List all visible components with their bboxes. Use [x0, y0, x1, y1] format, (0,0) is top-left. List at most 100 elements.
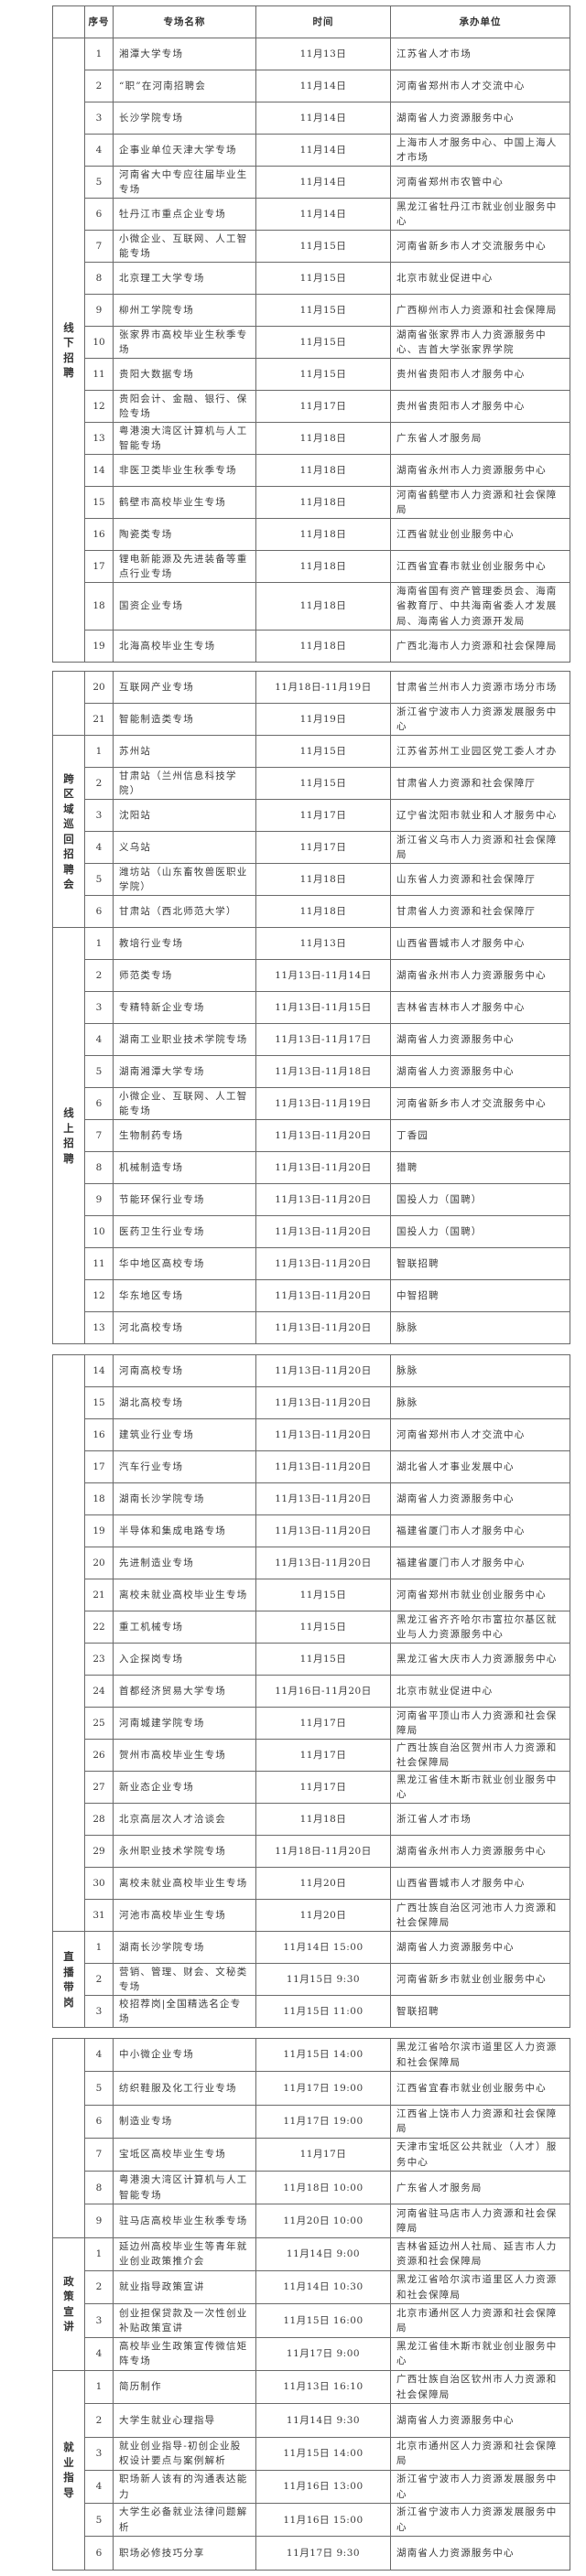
- header-time: 时间: [255, 5, 391, 38]
- row-time: 11月14日: [255, 70, 391, 102]
- row-seq: 6: [84, 1087, 114, 1120]
- row-name: 汽车行业专场: [113, 1450, 256, 1483]
- row-organizer: 山西省晋城市人才服务中心: [390, 1867, 570, 1900]
- row-time: 11月17日 9:30: [255, 2536, 391, 2571]
- row-time: 11月17日: [255, 1771, 391, 1804]
- row-name: 离校未就业高校毕业生专场: [113, 1579, 256, 1611]
- table-row: 27 新业态企业专场 11月17日 黑龙江省佳木斯市就业创业服务中心: [53, 1771, 570, 1804]
- row-name: 粤港澳大湾区计算机与人工智能专场: [113, 422, 256, 455]
- row-organizer: 贵州省贵阳市人才服务中心: [390, 358, 570, 391]
- row-seq: 22: [84, 1611, 114, 1644]
- table-row: 2 “职”在河南招聘会 11月14日 河南省郑州市人才交流中心: [53, 70, 570, 102]
- row-organizer: 江西省宜春市就业创业服务中心: [390, 550, 570, 583]
- row-time: 11月18日: [255, 454, 391, 487]
- row-time: 11月13日-11月20日: [255, 1547, 391, 1579]
- row-organizer: 北京市通州区人力资源和社会保障局: [390, 2436, 570, 2471]
- row-time: 11月14日 9:00: [255, 2236, 391, 2272]
- row-name: 甘肃站（西北师范大学）: [113, 895, 256, 928]
- row-organizer: 甘肃省人力资源和社会保障厅: [390, 895, 570, 928]
- row-seq: 24: [84, 1675, 114, 1708]
- row-seq: 18: [84, 1482, 114, 1515]
- table-row: 9 节能环保行业专场 11月13日-11月20日 国投人力（国聘）: [53, 1183, 570, 1216]
- row-organizer: 脉脉: [390, 1386, 570, 1419]
- row-name: 湖北高校专场: [113, 1386, 256, 1419]
- row-time: 11月14日 9:30: [255, 2403, 391, 2438]
- row-time: 11月18日 10:00: [255, 2171, 391, 2205]
- table-row: 28 北京高层次人才洽谈会 11月18日 浙江省人才市场: [53, 1803, 570, 1836]
- row-seq: 28: [84, 1803, 114, 1836]
- table-row: 19 半导体和集成电路专场 11月13日-11月20日 福建省厦门市人才服务中心: [53, 1514, 570, 1547]
- row-name: 甘肃站（兰州信息科技学院）: [113, 767, 256, 800]
- row-time: 11月13日-11月20日: [255, 1450, 391, 1483]
- row-seq: 27: [84, 1771, 114, 1804]
- table-row: 17 锂电新能源及先进装备等重点行业专场 11月18日 江西省宜春市就业创业服务中心: [53, 550, 570, 583]
- row-organizer: 江苏省人才市场: [390, 38, 570, 70]
- category-label: 线上招聘: [63, 1106, 74, 1165]
- table-row: 17 汽车行业专场 11月13日-11月20日 湖北省人才事业发展中心: [53, 1450, 570, 1483]
- row-seq: 17: [84, 550, 114, 583]
- row-seq: 8: [84, 262, 114, 295]
- row-name: 河南城建学院专场: [113, 1707, 256, 1740]
- row-seq: 12: [84, 1279, 114, 1312]
- row-time: 11月13日-11月20日: [255, 1247, 391, 1280]
- row-time: 11月18日: [255, 422, 391, 455]
- row-name: 沈阳站: [113, 799, 256, 832]
- row-name: 小微企业、互联网、人工智能专场: [113, 230, 256, 263]
- table-row: 3 沈阳站 11月17日 辽宁省沈阳市就业和人才服务中心: [53, 799, 570, 832]
- header-name: 专场名称: [113, 5, 256, 38]
- row-seq: 7: [84, 1119, 114, 1152]
- row-organizer: 黑龙江省佳木斯市就业创业服务中心: [390, 2336, 570, 2371]
- table-row: 11 华中地区高校专场 11月13日-11月20日 智联招聘: [53, 1247, 570, 1280]
- row-time: 11月17日: [255, 799, 391, 832]
- table-row: 29 永州职业技术学院专场 11月18日-11月20日 湖南省永州市人力资源服务中心: [53, 1835, 570, 1868]
- row-time: 11月20日 10:00: [255, 2204, 391, 2238]
- row-time: 11月15日: [255, 358, 391, 391]
- row-name: 纺织鞋服及化工行业专场: [113, 2071, 256, 2106]
- row-seq: 20: [84, 1547, 114, 1579]
- row-time: 11月15日: [255, 767, 391, 800]
- row-organizer: 湖南省人力资源服务中心: [390, 1482, 570, 1515]
- row-organizer: 江西省上饶市人力资源和社会保障局: [390, 2104, 570, 2139]
- row-name: 北京高层次人才洽谈会: [113, 1803, 256, 1836]
- row-seq: 1: [84, 735, 114, 768]
- row-seq: 30: [84, 1867, 114, 1900]
- table-row: 政策宣讲 1 延边州高校毕业生等青年就业创业政策推介会 11月14日 9:00 吉林省延…: [52, 2236, 570, 2371]
- row-time: 11月13日-11月20日: [255, 1354, 391, 1387]
- table-row: 5 纺织鞋服及化工行业专场 11月17日 19:00 江西省宜春市就业创业服务中心: [53, 2071, 570, 2106]
- row-time: 11月18日: [255, 518, 391, 551]
- row-time: 11月18日-11月19日: [255, 671, 391, 704]
- row-name: 陶瓷类专场: [113, 518, 256, 551]
- row-organizer: 河南省新乡市人才交流服务中心: [390, 1087, 570, 1120]
- row-seq: 3: [84, 799, 114, 832]
- row-seq: 2: [84, 767, 114, 800]
- row-time: 11月13日-11月20日: [255, 1151, 391, 1184]
- row-time: 11月17日: [255, 2137, 391, 2172]
- header-organizer: 承办单位: [390, 5, 570, 38]
- row-name: 高校毕业生政策宣传微信矩阵专场: [113, 2336, 256, 2371]
- table-row: 4 职场新人该有的沟通表达能力 11月16日 13:00 浙江省宁波市人力资源发展服务…: [53, 2469, 570, 2505]
- table-row: 19 北海高校毕业生专场 11月18日 广西北海市人力资源和社会保障局: [53, 630, 570, 663]
- row-seq: 2: [84, 1963, 114, 1996]
- table-row: 9 柳州工学院专场 11月15日 广西柳州市人力资源和社会保障局: [53, 294, 570, 327]
- row-seq: 8: [84, 2171, 114, 2205]
- table-row: 线上招聘 1 教培行业专场 11月13日 山西省晋城市人才服务中心: [52, 927, 570, 1344]
- row-time: 11月13日-11月20日: [255, 1183, 391, 1216]
- row-time: 11月15日 14:00: [255, 2037, 391, 2073]
- schedule-table-section: 14 河南高校专场 11月13日-11月20日 脉脉 15 湖北高校专场 11月13日-11…: [52, 1354, 570, 2028]
- table-row: 3 专精特新企业专场 11月13日-11月15日 吉林省吉林市人才服务中心: [53, 991, 570, 1024]
- row-seq: 12: [84, 390, 114, 423]
- table-row: 18 国资企业专场 11月18日 海南省国有资产管理委员会、海南省教育厅、中共海南省委…: [53, 582, 570, 631]
- row-name: 智能制造类专场: [113, 703, 256, 736]
- row-time: 11月19日: [255, 703, 391, 736]
- row-seq: 6: [84, 198, 114, 231]
- table-row: 2 师范类专场 11月13日-11月14日 湖南省永州市人力资源服务中心: [53, 959, 570, 992]
- row-seq: 20: [84, 671, 114, 704]
- row-organizer: 浙江省义乌市人力资源和社会保障局: [390, 831, 570, 864]
- row-seq: 4: [84, 134, 114, 167]
- table-row: 线下招聘 1 湘潭大学专场 11月13日 江苏省人才市场: [52, 38, 570, 663]
- row-name: 营销、管理、财会、文秘类专场: [113, 1963, 256, 1996]
- row-name: 职场新人该有的沟通表达能力: [113, 2469, 256, 2505]
- row-seq: 26: [84, 1739, 114, 1772]
- row-seq: 1: [84, 38, 114, 70]
- row-name: 互联网产业专场: [113, 671, 256, 704]
